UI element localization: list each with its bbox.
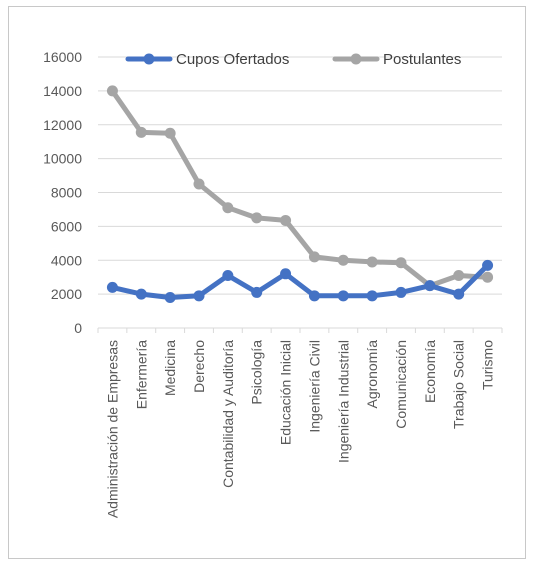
x-tick-label: Economía (422, 340, 438, 403)
data-point (222, 202, 234, 214)
legend-label: Postulantes (383, 51, 461, 68)
data-point (135, 288, 147, 300)
data-point (424, 280, 436, 292)
data-point (453, 269, 465, 281)
data-point (453, 288, 465, 300)
legend-swatch-marker (143, 53, 155, 65)
x-tick-label: Ingeniería Civil (306, 340, 322, 433)
y-tick-label: 14000 (43, 83, 82, 99)
data-point (395, 257, 407, 269)
y-tick-label: 2000 (51, 286, 82, 302)
y-tick-label: 12000 (43, 117, 82, 133)
x-tick-label: Medicina (162, 340, 178, 396)
x-tick-label: Enfermería (133, 340, 149, 409)
data-point (135, 126, 147, 138)
data-point (366, 256, 378, 268)
data-point (366, 290, 378, 302)
data-point (337, 254, 349, 266)
data-point (308, 290, 320, 302)
x-tick-label: Derecho (191, 340, 207, 393)
data-point (280, 214, 292, 226)
x-tick-label: Psicología (249, 340, 265, 405)
x-tick-label: Agronomía (364, 340, 380, 409)
legend-swatch-marker (350, 53, 362, 65)
data-point (251, 286, 263, 298)
y-tick-label: 16000 (43, 49, 82, 65)
x-tick-label: Ingeniería Industrial (335, 340, 351, 463)
x-tick-label: Comunicación (393, 340, 409, 429)
series-line (109, 88, 491, 289)
x-tick-label: Contabilidad y Auditoría (220, 340, 236, 488)
x-tick-label: Administración de Empresas (104, 340, 120, 518)
data-point (395, 286, 407, 298)
y-tick-label: 4000 (51, 252, 82, 268)
data-point (193, 178, 205, 190)
x-tick-label: Trabajo Social (451, 340, 467, 429)
data-point (308, 251, 320, 263)
data-point (482, 271, 494, 283)
x-tick-label: Educación Inicial (278, 340, 294, 445)
x-tick-label: Turismo (480, 340, 496, 390)
y-tick-label: 8000 (51, 185, 82, 201)
data-point (106, 281, 118, 293)
data-point (251, 212, 263, 224)
legend-label: Cupos Ofertados (176, 51, 289, 68)
data-point (222, 269, 234, 281)
y-tick-label: 10000 (43, 151, 82, 167)
data-point (164, 127, 176, 139)
data-point (482, 259, 494, 271)
data-point (164, 292, 176, 304)
data-point (280, 268, 292, 280)
y-tick-label: 0 (74, 320, 82, 336)
y-tick-label: 6000 (51, 218, 82, 234)
data-point (337, 290, 349, 302)
data-point (106, 85, 118, 97)
data-point (193, 290, 205, 302)
